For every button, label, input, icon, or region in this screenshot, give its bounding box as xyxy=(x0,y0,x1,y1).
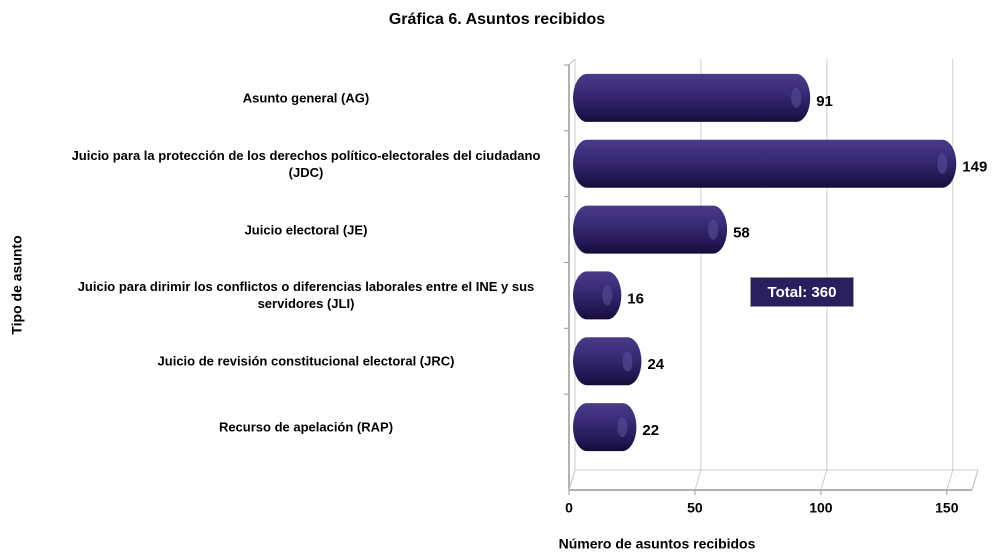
bar xyxy=(573,271,622,320)
bar xyxy=(573,337,642,386)
bar-cap xyxy=(622,351,633,372)
y-tick-label: Recurso de apelación (RAP) xyxy=(218,419,394,435)
y-tick-label: Juicio electoral (JE) xyxy=(244,222,368,238)
value-label: 91 xyxy=(816,93,833,110)
grid-line xyxy=(946,469,954,491)
axis-line xyxy=(568,58,576,66)
bar-cap xyxy=(708,219,719,240)
x-tick-label: 0 xyxy=(565,500,573,516)
value-label: 16 xyxy=(627,290,644,307)
grid-line xyxy=(820,469,828,491)
value-label: 22 xyxy=(642,422,659,439)
chart-title: Gráfica 6. Asuntos recibidos xyxy=(389,11,605,28)
x-tick-label: 100 xyxy=(809,500,833,516)
y-axis-title: Tipo de asunto xyxy=(9,235,25,334)
bar-cap xyxy=(617,417,628,438)
x-tick-label: 150 xyxy=(935,500,959,516)
bar xyxy=(573,403,637,452)
bar-cap xyxy=(791,87,802,108)
bar-cap xyxy=(602,285,613,306)
y-tick-label: Asunto general (AG) xyxy=(242,90,370,106)
bar-cap xyxy=(937,153,948,174)
bar xyxy=(573,73,811,122)
x-axis-title: Número de asuntos recibidos xyxy=(559,536,756,552)
y-tick-label: Juicio de revisión constitucional electo… xyxy=(157,353,455,369)
y-tick-label: Juicio para la protección de los derecho… xyxy=(71,147,541,180)
x-tick-label: 50 xyxy=(687,500,703,516)
grid-line xyxy=(694,469,702,491)
value-label: 24 xyxy=(647,356,664,373)
axis-line xyxy=(971,469,979,491)
value-label: 58 xyxy=(733,225,750,242)
y-tick-label: Juicio para dirimir los conflictos o dif… xyxy=(77,279,535,312)
total-annotation: Total: 360 xyxy=(750,277,854,307)
bar xyxy=(573,139,957,188)
bar xyxy=(573,205,728,254)
grid-line xyxy=(568,469,576,491)
value-label: 149 xyxy=(962,159,987,176)
